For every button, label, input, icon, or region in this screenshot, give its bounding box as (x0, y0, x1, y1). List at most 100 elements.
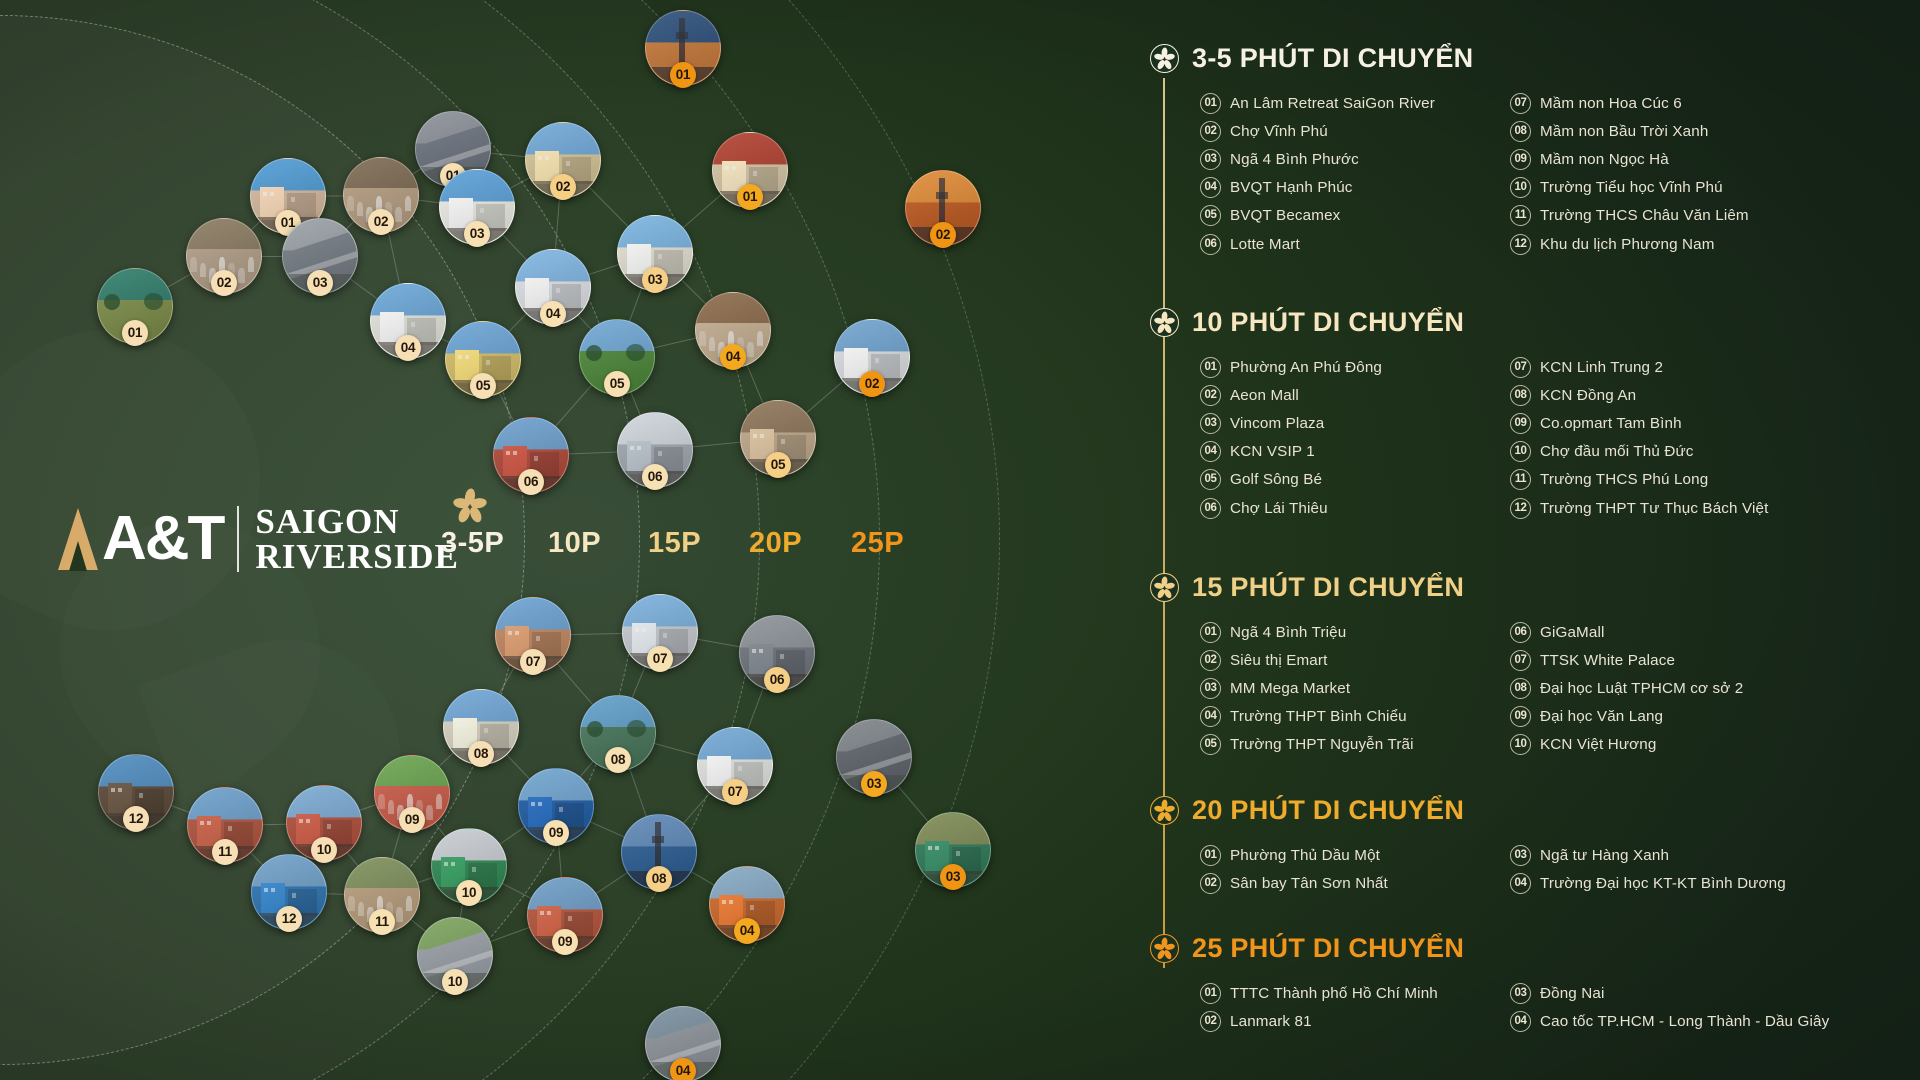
map-poi-marker[interactable]: 07 (697, 727, 773, 805)
list-item[interactable]: 12 Trường THPT Tư Thục Bách Việt (1510, 494, 1820, 522)
list-item[interactable]: 09 Đại học Văn Lang (1510, 703, 1820, 731)
list-item[interactable]: 10 Chợ đầu mối Thủ Đức (1510, 438, 1820, 466)
map-poi-marker[interactable]: 11 (344, 857, 420, 935)
map-poi-marker[interactable]: 03 (617, 215, 693, 293)
map-poi-marker[interactable]: 04 (645, 1006, 721, 1080)
list-item[interactable]: 03 Vincom Plaza (1200, 409, 1510, 437)
map-poi-marker[interactable]: 09 (518, 768, 594, 846)
map-poi-marker[interactable]: 08 (580, 695, 656, 773)
map-poi-marker[interactable]: 03 (282, 218, 358, 296)
list-item[interactable]: 04 Cao tốc TP.HCM - Long Thành - Dầu Giây (1510, 1007, 1829, 1035)
list-item[interactable]: 08 Mầm non Bầu Trời Xanh (1510, 117, 1820, 145)
list-item[interactable]: 10 Trường Tiểu học Vĩnh Phú (1510, 174, 1820, 202)
list-item[interactable]: 03 Ngã 4 Bình Phước (1200, 145, 1510, 173)
list-item[interactable]: 09 Mầm non Ngọc Hà (1510, 145, 1820, 173)
map-poi-marker[interactable]: 04 (515, 249, 591, 327)
list-item-number: 03 (1200, 677, 1221, 699)
list-item[interactable]: 02 Sân bay Tân Sơn Nhất (1200, 869, 1510, 897)
list-item[interactable]: 05 BVQT Becamex (1200, 202, 1510, 230)
map-poi-marker[interactable]: 06 (493, 417, 569, 495)
map-poi-marker[interactable]: 07 (495, 597, 571, 675)
map-poi-marker[interactable]: 09 (374, 755, 450, 833)
map-poi-marker[interactable]: 10 (417, 917, 493, 995)
list-item[interactable]: 05 Golf Sông Bé (1200, 466, 1510, 494)
map-poi-marker[interactable]: 07 (622, 594, 698, 672)
logo-line-2: RIVERSIDE (255, 537, 459, 576)
list-item[interactable]: 10 KCN Việt Hương (1510, 731, 1820, 759)
map-poi-marker[interactable]: 10 (431, 828, 507, 906)
map-poi-marker[interactable]: 08 (443, 689, 519, 767)
list-item[interactable]: 05 Trường THPT Nguyễn Trãi (1200, 731, 1510, 759)
list-item[interactable]: 08 KCN Đồng An (1510, 381, 1820, 409)
logo-divider (237, 506, 240, 572)
list-item[interactable]: 03 MM Mega Market (1200, 674, 1510, 702)
map-poi-marker[interactable]: 12 (98, 754, 174, 832)
list-item-number: 08 (1510, 384, 1531, 406)
list-item[interactable]: 07 Mầm non Hoa Cúc 6 (1510, 89, 1820, 117)
list-item[interactable]: 07 KCN Linh Trung 2 (1510, 353, 1820, 381)
map-poi-marker[interactable]: 02 (186, 218, 262, 296)
map-poi-marker[interactable]: 10 (286, 785, 362, 863)
map-poi-marker[interactable]: 06 (739, 615, 815, 693)
map-poi-marker[interactable]: 04 (709, 866, 785, 944)
map-poi-marker[interactable]: 01 (97, 268, 173, 346)
list-item[interactable]: 01 Phường An Phú Đông (1200, 353, 1510, 381)
map-poi-marker[interactable]: 04 (370, 283, 446, 361)
map-poi-marker[interactable]: 05 (445, 321, 521, 399)
list-item-label: Phường An Phú Đông (1230, 358, 1383, 376)
map-poi-marker[interactable]: 08 (621, 814, 697, 892)
map-poi-marker[interactable]: 02 (525, 122, 601, 200)
list-item-number: 09 (1510, 148, 1531, 170)
poi-list-left: 01 Ngã 4 Bình Triệu 02 Siêu thị Emart 03 MM M… (1200, 618, 1510, 759)
list-item[interactable]: 11 Trường THCS Châu Văn Liêm (1510, 202, 1820, 230)
list-item-number: 04 (1200, 441, 1221, 463)
list-item[interactable]: 08 Đại học Luật TPHCM cơ sở 2 (1510, 674, 1820, 702)
map-poi-marker[interactable]: 01 (712, 132, 788, 210)
list-item[interactable]: 09 Co.opmart Tam Bình (1510, 409, 1820, 437)
list-item[interactable]: 04 KCN VSIP 1 (1200, 438, 1510, 466)
list-item[interactable]: 02 Siêu thị Emart (1200, 646, 1510, 674)
list-item[interactable]: 06 Lotte Mart (1200, 230, 1510, 258)
list-item[interactable]: 01 Phường Thủ Dầu Một (1200, 841, 1510, 869)
list-item-label: Khu du lịch Phương Nam (1540, 235, 1715, 253)
map-poi-marker[interactable]: 01 (645, 10, 721, 88)
list-item[interactable]: 04 Trường Đại học KT-KT Bình Dương (1510, 869, 1820, 897)
poi-number-badge: 01 (737, 184, 763, 210)
map-poi-marker[interactable]: 12 (251, 854, 327, 932)
list-item[interactable]: 01 Ngã 4 Bình Triệu (1200, 618, 1510, 646)
map-poi-marker[interactable]: 03 (836, 719, 912, 797)
section-title: 20 PHÚT DI CHUYỂN (1192, 794, 1465, 825)
poi-number-badge: 10 (456, 880, 482, 906)
map-poi-marker[interactable]: 03 (915, 812, 991, 890)
list-item-number: 01 (1200, 621, 1221, 643)
legend-panel: 3-5 PHÚT DI CHUYỂN 01 An Lâm Retreat SaiGo… (1150, 0, 1920, 1080)
list-item[interactable]: 07 TTSK White Palace (1510, 646, 1820, 674)
list-item[interactable]: 02 Lanmark 81 (1200, 1007, 1510, 1035)
map-poi-marker[interactable]: 06 (617, 412, 693, 490)
list-item[interactable]: 02 Aeon Mall (1200, 381, 1510, 409)
list-item[interactable]: 04 Trường THPT Bình Chiểu (1200, 703, 1510, 731)
list-item[interactable]: 01 TTTC Thành phố Hồ Chí Minh (1200, 979, 1510, 1007)
map-poi-marker[interactable]: 05 (579, 319, 655, 397)
list-item-number: 08 (1510, 120, 1531, 142)
list-item[interactable]: 03 Ngã tư Hàng Xanh (1510, 841, 1820, 869)
connectivity-map: A&T SAIGON RIVERSIDE 01 01 02 01 01 02 03 02 02 0… (58, 10, 991, 1080)
list-item[interactable]: 06 Chợ Lái Thiêu (1200, 494, 1510, 522)
list-item[interactable]: 12 Khu du lịch Phương Nam (1510, 230, 1820, 258)
poi-number-badge: 02 (930, 222, 956, 248)
section-flower-badge (1150, 43, 1179, 73)
map-poi-marker[interactable]: 02 (343, 157, 419, 235)
map-poi-marker[interactable]: 05 (740, 400, 816, 478)
list-item[interactable]: 04 BVQT Hạnh Phúc (1200, 174, 1510, 202)
map-poi-marker[interactable]: 04 (695, 292, 771, 370)
list-item[interactable]: 03 Đồng Nai (1510, 979, 1820, 1007)
map-poi-marker[interactable]: 02 (834, 319, 910, 397)
map-poi-marker[interactable]: 09 (527, 877, 603, 955)
list-item[interactable]: 01 An Lâm Retreat SaiGon River (1200, 89, 1510, 117)
list-item[interactable]: 11 Trường THCS Phú Long (1510, 466, 1820, 494)
map-poi-marker[interactable]: 02 (905, 170, 981, 248)
map-poi-marker[interactable]: 11 (187, 787, 263, 865)
map-poi-marker[interactable]: 03 (439, 169, 515, 247)
list-item[interactable]: 06 GiGaMall (1510, 618, 1820, 646)
list-item[interactable]: 02 Chợ Vĩnh Phú (1200, 117, 1510, 145)
